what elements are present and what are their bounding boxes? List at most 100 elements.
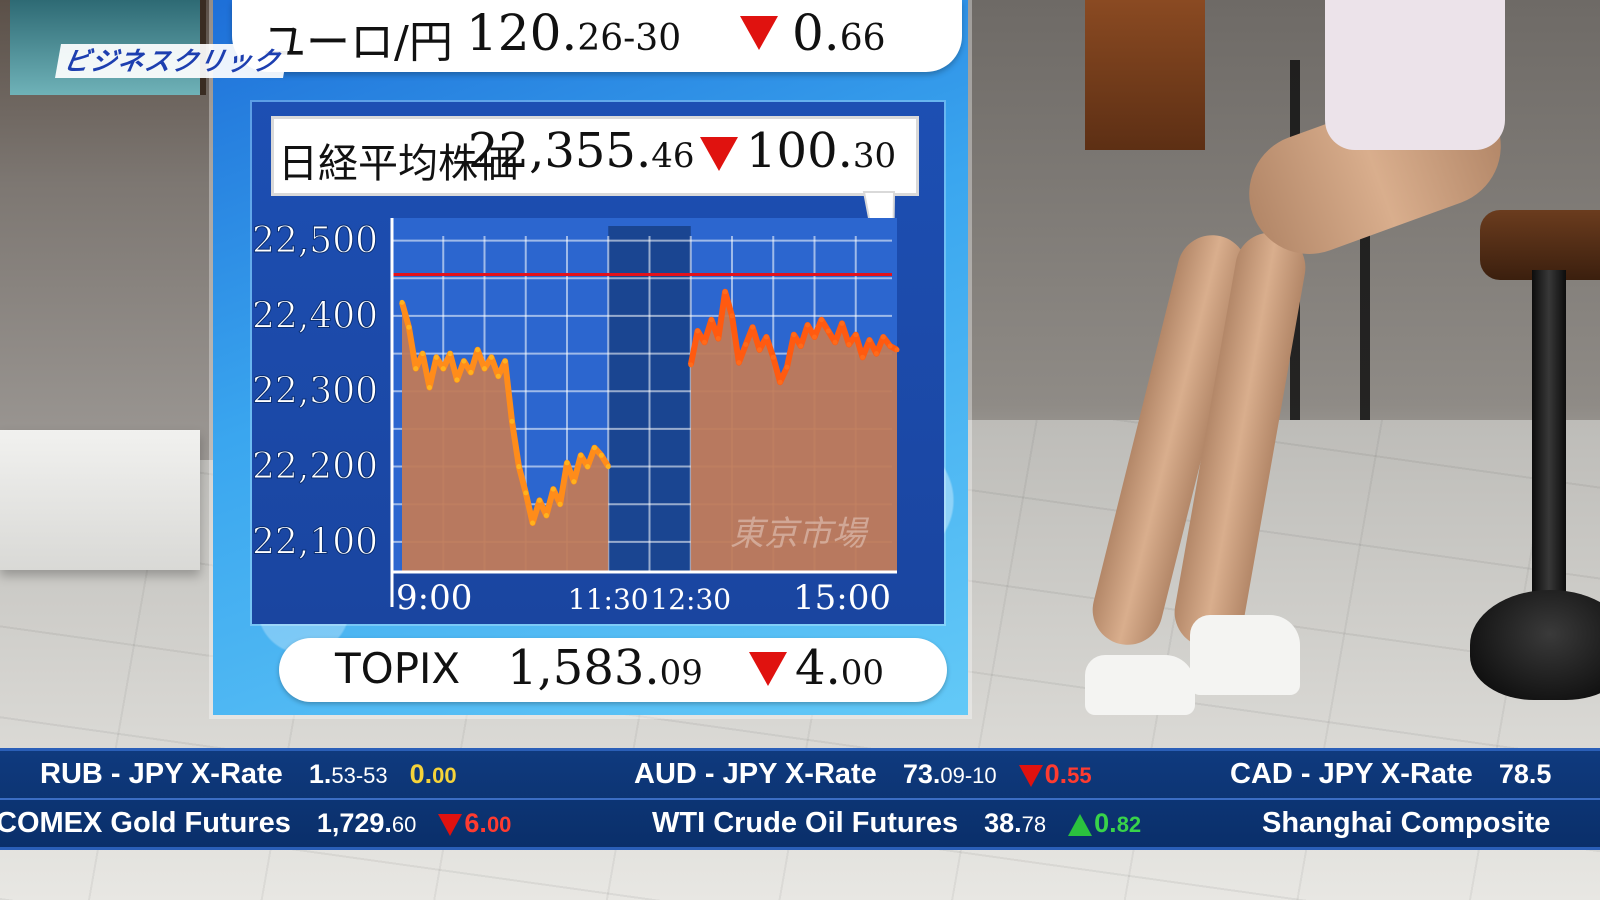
x-tick-label: 11:30	[568, 583, 649, 616]
data-point	[413, 366, 419, 372]
ticker-row-fx: RUB - JPY X-Rate 1.53-53 0.00 AUD - JPY X-…	[0, 751, 1600, 797]
data-point	[880, 334, 886, 340]
chart-watermark: 東京市場	[730, 514, 870, 554]
data-point	[454, 377, 460, 383]
nikkei-change: 100.30	[746, 123, 897, 179]
fx-value: 120.26-30	[466, 4, 682, 62]
data-point	[605, 464, 611, 470]
data-point	[846, 342, 852, 347]
ticker-item: CAD - JPY X-Rate 78.5	[1230, 758, 1552, 790]
stool-base	[1470, 590, 1600, 700]
data-point	[812, 334, 817, 340]
x-tick-label: 12:30	[650, 583, 731, 616]
fx-change: 0.66	[792, 4, 886, 62]
data-point	[873, 351, 879, 357]
fx-label: ユーロ/円	[262, 17, 453, 68]
y-tick-label: 22,200	[252, 447, 378, 488]
data-point	[805, 322, 811, 328]
data-point	[791, 332, 797, 338]
data-point	[495, 373, 501, 379]
down-arrow-icon	[438, 813, 463, 836]
data-point	[557, 501, 563, 507]
data-point	[688, 362, 694, 368]
down-arrow-icon	[700, 137, 738, 171]
data-point	[571, 479, 577, 485]
data-point	[543, 513, 549, 518]
nikkei-label: 日経平均株価	[278, 141, 518, 187]
data-point	[750, 324, 756, 330]
ticker-item: RUB - JPY X-Rate 1.53-53 0.00	[40, 758, 457, 790]
data-point	[523, 490, 529, 496]
x-tick-label: 15:00	[793, 578, 891, 618]
studio-counter	[0, 430, 200, 570]
data-point	[722, 289, 728, 295]
x-tick-label: 9:00	[396, 578, 472, 618]
topix-change: 4.00	[795, 640, 885, 696]
data-point	[585, 464, 591, 470]
ticker-divider	[0, 798, 1600, 800]
data-point	[887, 343, 893, 349]
data-point	[715, 336, 721, 341]
data-point	[860, 354, 866, 360]
data-point	[420, 351, 426, 357]
data-point	[770, 354, 776, 360]
data-point	[853, 332, 859, 338]
data-point	[702, 339, 707, 345]
data-point	[578, 452, 584, 458]
data-point	[516, 464, 522, 470]
data-point	[757, 347, 762, 353]
topix-banner: TOPIX 1,583.09 4.00	[279, 638, 947, 702]
data-point	[440, 366, 446, 372]
ticker-item: COMEX Gold Futures 1,729.60 6.00	[0, 807, 512, 839]
y-tick-label: 22,400	[252, 296, 378, 337]
data-point	[475, 347, 481, 353]
data-point	[461, 358, 467, 364]
data-point	[832, 339, 838, 345]
data-point	[708, 317, 714, 323]
topix-label: TOPIX	[335, 644, 461, 693]
down-arrow-icon	[1018, 764, 1043, 787]
ticker-row-commodities: COMEX Gold Futures 1,729.60 6.00 WTI Crude…	[0, 800, 1600, 846]
data-point	[729, 313, 735, 319]
data-point	[894, 347, 900, 353]
data-point	[488, 354, 494, 360]
down-arrow-icon	[740, 16, 778, 50]
data-point	[736, 360, 742, 366]
data-point	[825, 328, 831, 334]
market-ticker: RUB - JPY X-Rate 1.53-53 0.00 AUD - JPY X-…	[0, 748, 1600, 850]
data-point	[592, 445, 597, 451]
studio-shelf	[1085, 0, 1205, 150]
data-point	[763, 334, 769, 340]
up-arrow-icon	[1068, 813, 1093, 836]
data-point	[482, 366, 487, 372]
data-point	[839, 320, 845, 326]
ticker-item: Shanghai Composite	[1262, 807, 1551, 839]
data-point	[427, 385, 432, 390]
data-point	[798, 343, 804, 349]
data-point	[818, 317, 824, 323]
ticker-item: AUD - JPY X-Rate 73.09-10 0.55	[634, 758, 1092, 790]
data-point	[530, 520, 536, 526]
topix-value: 1,583.09	[507, 640, 703, 696]
y-tick-label: 22,100	[252, 522, 378, 563]
down-arrow-icon	[749, 652, 787, 686]
data-point	[406, 324, 412, 330]
fx-rate-banner: ユーロ/円 120.26-30 0.66	[232, 0, 962, 72]
nikkei-value: 22,355.46	[468, 123, 695, 179]
data-point	[433, 354, 439, 360]
y-tick-label: 22,500	[252, 221, 378, 262]
data-point	[468, 369, 474, 375]
data-point	[564, 460, 570, 466]
data-point	[777, 379, 783, 385]
data-point	[550, 486, 556, 492]
data-point	[502, 358, 508, 364]
data-point	[784, 364, 790, 370]
nikkei-header: 日経平均株価 22,355.46 100.30	[271, 116, 919, 196]
data-point	[537, 497, 542, 503]
data-point	[867, 337, 872, 343]
presenter	[1085, 0, 1518, 740]
data-point	[509, 418, 515, 424]
y-tick-label: 22,300	[252, 371, 378, 412]
data-point	[447, 351, 453, 357]
